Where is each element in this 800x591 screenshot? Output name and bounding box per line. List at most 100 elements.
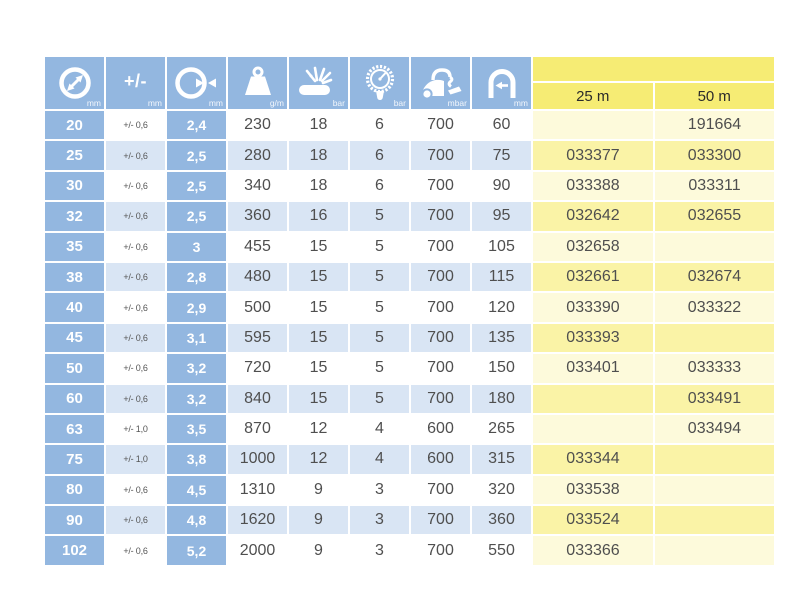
cell-vacuum: 700 (411, 506, 470, 535)
cell-wall-thickness: 2,4 (167, 111, 226, 140)
cell-order-50m (655, 536, 774, 565)
cell-working-pressure: 6 (350, 111, 409, 140)
cell-weight: 230 (228, 111, 287, 140)
cell-burst-pressure: 15 (289, 323, 348, 353)
order-columns-header: 25 m 50 m (533, 57, 774, 109)
col-header-weight: g/m (228, 57, 287, 109)
cell-order-50m (655, 445, 774, 474)
cell-burst-pressure: 15 (289, 293, 348, 322)
cell-order-25m: 033344 (533, 445, 653, 474)
cell-wall-thickness: 3,5 (167, 414, 226, 444)
cell-burst-pressure: 15 (289, 384, 348, 413)
cell-order-25m: 033388 (533, 171, 653, 201)
hose-specification-table: mm +/- mm mm g/m (45, 57, 774, 565)
cell-inner-diameter: 25 (45, 141, 104, 170)
cell-wall-thickness: 2,5 (167, 141, 226, 170)
cell-order-50m: 033491 (655, 384, 774, 413)
col-header-25m: 25 m (533, 83, 653, 109)
cell-inner-diameter: 63 (45, 414, 104, 444)
cell-order-50m (655, 323, 774, 353)
cell-inner-diameter: 60 (45, 384, 104, 413)
cell-burst-pressure: 18 (289, 141, 348, 170)
cell-inner-diameter: 50 (45, 354, 104, 383)
cell-tolerance: +/- 0,6 (106, 141, 165, 170)
cell-bend-radius: 320 (472, 475, 531, 505)
cell-burst-pressure: 9 (289, 506, 348, 535)
cell-working-pressure: 3 (350, 475, 409, 505)
burst-pressure-icon (298, 66, 332, 95)
cell-vacuum: 700 (411, 323, 470, 353)
cell-inner-diameter: 75 (45, 445, 104, 474)
unit-label: mbar (447, 97, 467, 108)
wall-thickness-icon (174, 67, 216, 99)
cell-bend-radius: 180 (472, 384, 531, 413)
cell-order-25m: 033393 (533, 323, 653, 353)
cell-order-25m: 033524 (533, 506, 653, 535)
cell-tolerance: +/- 0,6 (106, 475, 165, 505)
cell-inner-diameter: 45 (45, 323, 104, 353)
cell-order-25m: 033366 (533, 536, 653, 565)
cell-bend-radius: 120 (472, 293, 531, 322)
cell-order-25m (533, 384, 653, 413)
cell-bend-radius: 360 (472, 506, 531, 535)
cell-tolerance: +/- 0,6 (106, 384, 165, 413)
cell-weight: 1000 (228, 445, 287, 474)
cell-tolerance: +/- 0,6 (106, 262, 165, 292)
cell-burst-pressure: 12 (289, 445, 348, 474)
cell-tolerance: +/- 1,0 (106, 414, 165, 444)
col-header-vacuum: mbar (411, 57, 470, 109)
cell-inner-diameter: 20 (45, 111, 104, 140)
cell-weight: 280 (228, 141, 287, 170)
cell-inner-diameter: 80 (45, 475, 104, 505)
unit-label: bar (332, 97, 345, 108)
cell-wall-thickness: 3 (167, 232, 226, 261)
col-header-50m: 50 m (654, 83, 774, 109)
cell-wall-thickness: 5,2 (167, 536, 226, 565)
vacuum-icon (420, 68, 461, 100)
cell-working-pressure: 5 (350, 354, 409, 383)
cell-working-pressure: 5 (350, 262, 409, 292)
cell-bend-radius: 105 (472, 232, 531, 261)
col-header-bend-radius: mm (472, 57, 531, 109)
cell-working-pressure: 6 (350, 141, 409, 170)
cell-vacuum: 700 (411, 262, 470, 292)
cell-order-25m: 033401 (533, 354, 653, 383)
cell-weight: 870 (228, 414, 287, 444)
cell-wall-thickness: 2,9 (167, 293, 226, 322)
cell-bend-radius: 265 (472, 414, 531, 444)
cell-inner-diameter: 32 (45, 202, 104, 231)
cell-vacuum: 700 (411, 141, 470, 170)
cell-weight: 840 (228, 384, 287, 413)
cell-working-pressure: 5 (350, 232, 409, 261)
cell-tolerance: +/- 0,6 (106, 323, 165, 353)
cell-working-pressure: 3 (350, 506, 409, 535)
cell-order-25m: 033538 (533, 475, 653, 505)
cell-burst-pressure: 15 (289, 262, 348, 292)
tolerance-symbol: +/- (123, 70, 147, 91)
cell-order-25m: 033390 (533, 293, 653, 322)
cell-bend-radius: 150 (472, 354, 531, 383)
cell-order-50m (655, 475, 774, 505)
cell-order-25m: 032658 (533, 232, 653, 261)
cell-weight: 500 (228, 293, 287, 322)
col-header-wall-thickness: mm (167, 57, 226, 109)
cell-bend-radius: 550 (472, 536, 531, 565)
cell-weight: 360 (228, 202, 287, 231)
cell-order-50m: 033494 (655, 414, 774, 444)
cell-wall-thickness: 3,1 (167, 323, 226, 353)
cell-wall-thickness: 2,5 (167, 202, 226, 231)
cell-weight: 1310 (228, 475, 287, 505)
cell-inner-diameter: 30 (45, 171, 104, 201)
cell-vacuum: 700 (411, 171, 470, 201)
inner-diameter-icon (58, 67, 91, 99)
cell-burst-pressure: 15 (289, 354, 348, 383)
cell-order-25m: 032642 (533, 202, 653, 231)
cell-wall-thickness: 4,5 (167, 475, 226, 505)
col-header-tolerance: +/- mm (106, 57, 165, 109)
cell-order-50m: 033311 (655, 171, 774, 201)
col-header-working-pressure: bar (350, 57, 409, 109)
col-header-burst-pressure: bar (289, 57, 348, 109)
cell-working-pressure: 5 (350, 202, 409, 231)
cell-vacuum: 700 (411, 384, 470, 413)
cell-order-50m: 191664 (655, 111, 774, 140)
